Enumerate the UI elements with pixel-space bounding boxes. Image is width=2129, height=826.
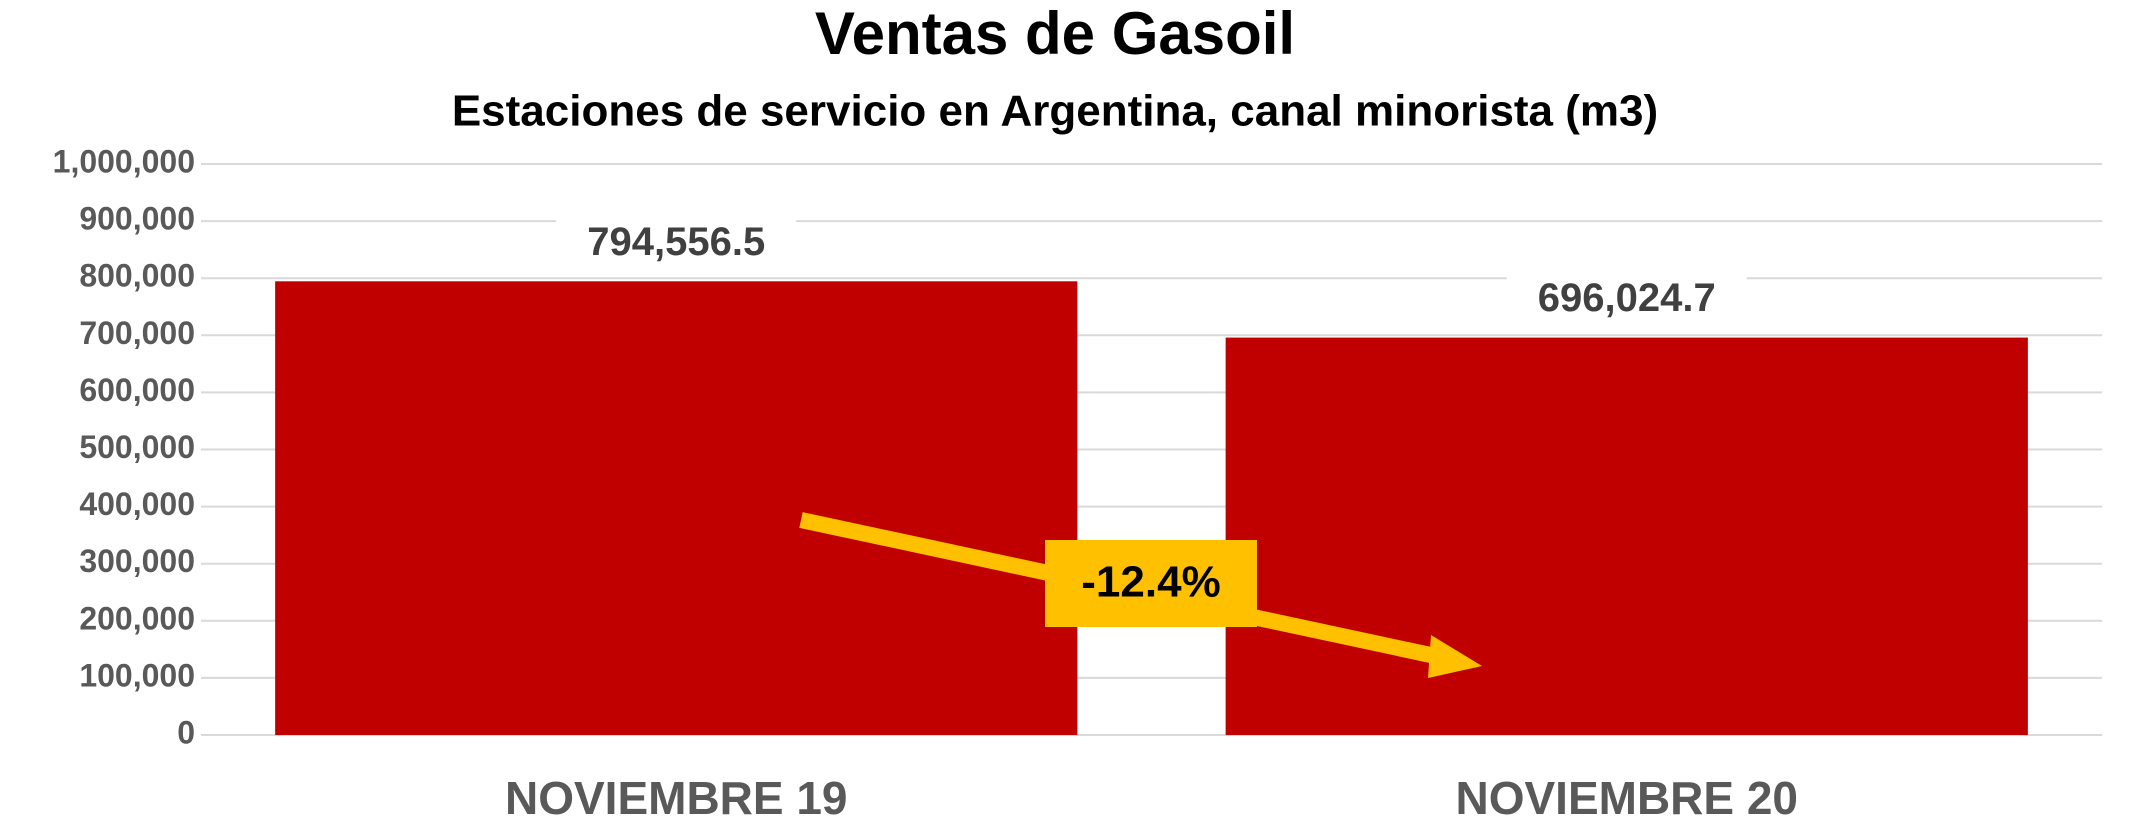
trend-arrow: -12.4% (799, 512, 1482, 678)
y-tick-label: 100,000 (79, 657, 195, 693)
x-tick-label: NOVIEMBRE 19 (505, 772, 848, 824)
chart-title: Ventas de Gasoil (815, 0, 1295, 67)
y-tick-label: 400,000 (79, 486, 195, 522)
bars (275, 281, 2028, 735)
data-label: 794,556.5 (587, 220, 765, 264)
data-label-bg (556, 216, 797, 273)
y-tick-label: 200,000 (79, 600, 195, 636)
y-tick-label: 500,000 (79, 429, 195, 465)
data-label: 696,024.7 (1538, 276, 1716, 320)
data-label-bg (1506, 272, 1747, 329)
y-tick-label: 300,000 (79, 543, 195, 579)
labels: 0 100,000 200,000 300,000 400,000 500,000 600,… (53, 143, 1798, 824)
y-tick-label: 700,000 (79, 315, 195, 351)
bar (275, 281, 1078, 735)
y-tick-label: 0 (177, 714, 195, 750)
bar (1225, 337, 2028, 735)
y-tick-label: 1,000,000 (53, 143, 195, 179)
y-tick-label: 800,000 (79, 258, 195, 294)
chart-subtitle: Estaciones de servicio en Argentina, can… (452, 87, 1658, 136)
annotation-box (1045, 540, 1257, 627)
x-tick-label: NOVIEMBRE 20 (1455, 772, 1798, 824)
annotation: -12.4% (1081, 558, 1220, 607)
arrow-head (1428, 635, 1482, 678)
y-tick-label: 900,000 (79, 201, 195, 237)
y-tick-label: 600,000 (79, 372, 195, 408)
